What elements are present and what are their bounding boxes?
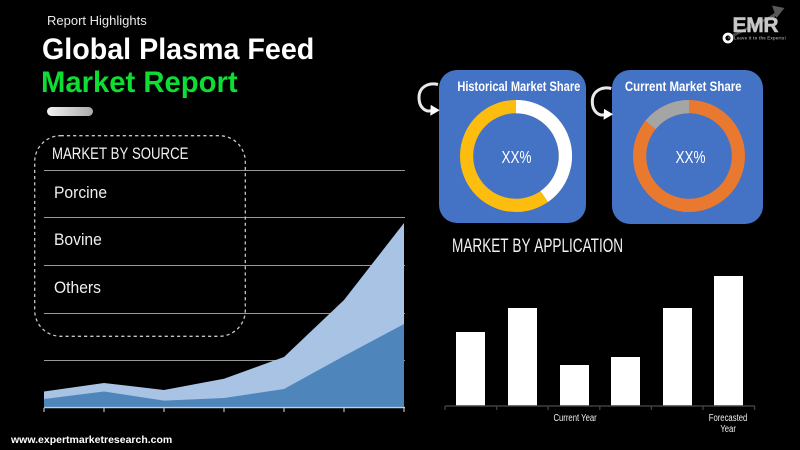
svg-text:Leave It to the Experts!: Leave It to the Experts! bbox=[734, 35, 786, 40]
svg-text:EMR: EMR bbox=[733, 14, 779, 37]
